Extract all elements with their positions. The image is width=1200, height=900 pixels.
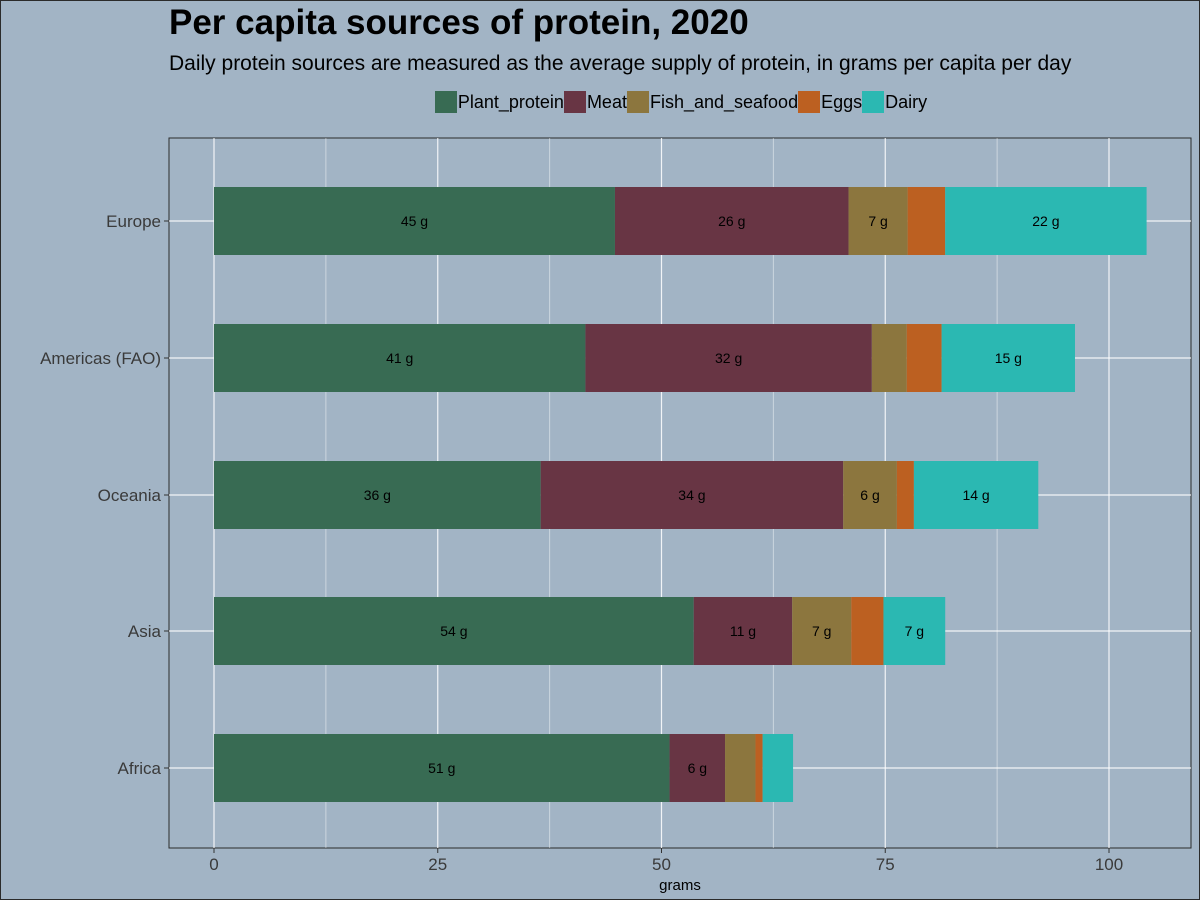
data-label: 6 g [688, 760, 707, 776]
chart-subtitle: Daily protein sources are measured as th… [169, 52, 1072, 75]
y-tick-label: Africa [118, 759, 162, 778]
bar-segment [585, 324, 872, 392]
legend-label: Dairy [885, 91, 928, 112]
bar-segment [941, 324, 1075, 392]
bar-segment [693, 597, 793, 665]
legend-swatch [434, 91, 457, 113]
bar-segment [945, 187, 1147, 255]
data-label: 7 g [812, 623, 831, 639]
x-tick-label: 25 [428, 855, 447, 874]
data-label: 22 g [1032, 213, 1059, 229]
legend-swatch [563, 91, 586, 113]
bar-segment [214, 734, 670, 802]
y-axis: Europe Americas (FAO) Oceania Asia Africa [40, 212, 169, 778]
bar-segment [540, 461, 844, 529]
data-label: 15 g [995, 350, 1022, 366]
bar-segment [762, 734, 794, 802]
legend-label: Meat [586, 91, 627, 112]
legend-swatch [626, 91, 649, 113]
chart-title: Per capita sources of protein, 2020 [169, 3, 749, 42]
bar-segment [907, 187, 946, 255]
y-tick-label: Asia [128, 622, 162, 641]
legend: Plant_protein Meat Fish_and_seafood Eggs Dai… [1, 91, 1199, 113]
legend-item: Eggs [798, 91, 862, 113]
bar-segment [214, 597, 694, 665]
x-tick-label: 75 [876, 855, 895, 874]
bar-segment [906, 324, 942, 392]
bar-segment [614, 187, 849, 255]
bar-segment [896, 461, 914, 529]
data-label: 11 g [730, 623, 756, 639]
x-axis: 0 25 50 75 100 [209, 848, 1123, 874]
bar-segment [755, 734, 763, 802]
bar-segment [214, 187, 615, 255]
data-label: 51 g [428, 760, 455, 776]
bar-segment [792, 597, 852, 665]
x-tick-label: 100 [1095, 855, 1123, 874]
bar-segment [851, 597, 884, 665]
bar-segment [913, 461, 1039, 529]
y-tick-label: Oceania [98, 486, 162, 505]
data-label: 32 g [715, 350, 742, 366]
bar-segment [871, 324, 907, 392]
data-label: 26 g [718, 213, 745, 229]
data-label: 7 g [905, 623, 924, 639]
data-label: 7 g [868, 213, 887, 229]
bar-segment [848, 187, 908, 255]
bar-segment [669, 734, 726, 802]
bar-segment [843, 461, 897, 529]
legend-item: Fish_and_seafood [626, 91, 799, 113]
legend-label: Fish_and_seafood [649, 91, 799, 112]
data-label: 41 g [386, 350, 413, 366]
bar-segment [214, 461, 541, 529]
bar-segment [725, 734, 756, 802]
plot-panel-border [168, 137, 1192, 849]
x-tick-label: 0 [209, 855, 218, 874]
legend-item: Meat [563, 91, 627, 113]
legend-label: Eggs [821, 91, 863, 112]
bars: 45 g 26 g 7 g 22 g 41 g 32 g 15 g 36 g 34 g 6 g 14… [214, 187, 1147, 802]
data-label: 36 g [364, 487, 391, 503]
legend-label: Plant_protein [457, 91, 564, 112]
y-tick-label: Americas (FAO) [40, 349, 161, 368]
data-label: 54 g [440, 623, 467, 639]
legend-item: Dairy [862, 91, 927, 113]
legend-item: Plant_protein [434, 91, 564, 113]
legend-swatch [798, 91, 821, 113]
data-label: 6 g [860, 487, 879, 503]
data-label: 14 g [962, 487, 989, 503]
data-label: 34 g [678, 487, 705, 503]
legend-swatch [862, 91, 885, 113]
data-label: 45 g [401, 213, 428, 229]
bar-segment [883, 597, 946, 665]
y-tick-label: Europe [106, 212, 161, 231]
x-axis-label: grams [659, 877, 701, 894]
x-tick-label: 50 [652, 855, 671, 874]
bar-segment [214, 324, 586, 392]
